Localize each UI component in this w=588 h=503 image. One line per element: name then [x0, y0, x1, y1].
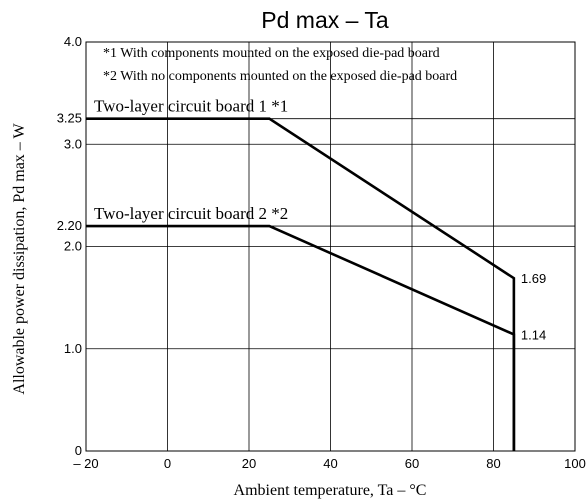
- note-2: *2 With no components mounted on the exp…: [103, 69, 457, 84]
- y-tick-label: 0: [75, 443, 82, 458]
- y-tick-label: 4.0: [64, 34, 82, 49]
- series-line-2: [86, 224, 516, 451]
- note-1: *1 With components mounted on the expose…: [103, 46, 440, 61]
- end-value-label-1: 1.69: [521, 271, 546, 286]
- grid: [86, 42, 575, 451]
- x-tick-label: – 20: [73, 456, 98, 471]
- chart-title: Pd max – Ta: [261, 7, 389, 33]
- x-tick-label: 20: [242, 456, 256, 471]
- y-tick-label: 2.0: [64, 239, 82, 254]
- x-tick-label: 80: [486, 456, 500, 471]
- y-tick-label: 2.20: [57, 218, 82, 233]
- series-line-1: [86, 117, 516, 451]
- plot-frame: [85, 41, 576, 452]
- series-label-2: Two-layer circuit board 2 *2: [94, 204, 288, 223]
- y-tick-label: 3.0: [64, 136, 82, 151]
- y-axis-label: Allowable power dissipation, Pd max – W: [11, 122, 28, 394]
- notes-box: *1 With components mounted on the expose…: [103, 46, 457, 84]
- series-layer: Two-layer circuit board 1 *1 1.69 Two-laye…: [86, 97, 546, 451]
- x-tick-label: 40: [323, 456, 337, 471]
- x-tick-label: 0: [164, 456, 171, 471]
- end-value-label-2: 1.14: [521, 327, 546, 342]
- series-label-1: Two-layer circuit board 1 *1: [94, 97, 288, 116]
- x-axis-label: Ambient temperature, Ta – °C: [234, 482, 427, 499]
- x-tick-label: 100: [564, 456, 586, 471]
- y-tick-label: 1.0: [64, 341, 82, 356]
- x-tick-label: 60: [405, 456, 419, 471]
- y-tick-label: 3.25: [57, 111, 82, 126]
